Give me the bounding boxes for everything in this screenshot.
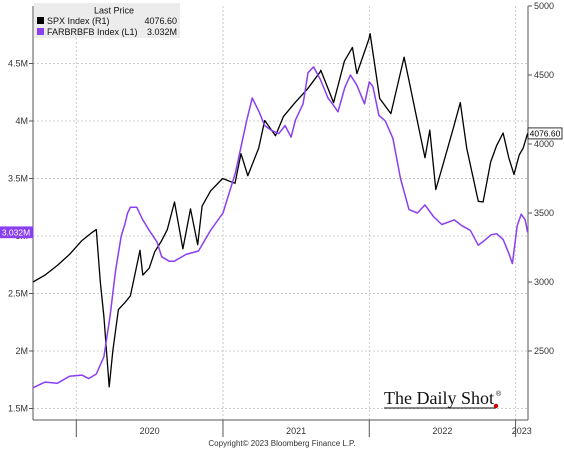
right-tick-label: 5000: [534, 1, 554, 11]
left-tick-label: 1.5M: [8, 404, 28, 414]
last-value-tags: 4076.60 3.032M: [0, 127, 563, 239]
last-value-tag-farbrbfb: [0, 226, 34, 239]
right-tick-label: 4000: [534, 139, 554, 149]
gridlines: [33, 6, 528, 420]
right-tick-label: 2500: [534, 346, 554, 356]
brand-registered-mark: ®: [496, 390, 502, 398]
x-axis: 2020 2021 2022 2023: [33, 419, 532, 437]
legend-swatch-spx: [37, 17, 44, 24]
legend-value-farbrbfb: 3.032M: [147, 27, 177, 37]
copyright-text: Copyright© 2023 Bloomberg Finance L.P.: [208, 439, 355, 448]
last-value-tag-label-farbrbfb: 3.032M: [2, 227, 30, 237]
year-label: 2022: [432, 426, 452, 436]
legend-box: [34, 3, 180, 38]
legend-value-spx: 4076.60: [144, 16, 177, 26]
legend: Last Price SPX Index (R1) 4076.60 FARBRB…: [34, 3, 180, 38]
last-value-tag-label-spx: 4076.60: [530, 128, 561, 138]
left-tick-label: 2.5M: [8, 289, 28, 299]
right-axis: 2500 3000 3500 4000 4500 5000: [527, 1, 554, 420]
right-tick-label: 3500: [534, 208, 554, 218]
right-tick-label: 3000: [534, 277, 554, 287]
legend-header: Last Price: [94, 6, 134, 16]
left-tick-label: 2M: [15, 346, 28, 356]
right-tick-label: 4500: [534, 70, 554, 80]
legend-label-spx: SPX Index (R1): [47, 16, 110, 26]
year-label: 2021: [286, 426, 306, 436]
series-line-spx: [32, 32, 529, 388]
last-value-tag-spx: [527, 127, 563, 140]
brand-dot: [493, 403, 499, 409]
year-label: 2023: [512, 426, 532, 436]
brand-text: The Daily Shot: [384, 388, 494, 408]
brand-watermark: The Daily Shot ®: [384, 388, 502, 409]
series-line-farbrbfb: [32, 66, 529, 389]
left-tick-label: 3.5M: [8, 174, 28, 184]
left-tick-label: 4.5M: [8, 59, 28, 69]
series-layer: [32, 32, 529, 389]
year-label: 2020: [140, 426, 160, 436]
legend-label-farbrbfb: FARBRBFB Index (L1): [47, 27, 138, 37]
left-tick-label: 4M: [15, 116, 28, 126]
legend-swatch-farbrbfb: [37, 28, 44, 35]
